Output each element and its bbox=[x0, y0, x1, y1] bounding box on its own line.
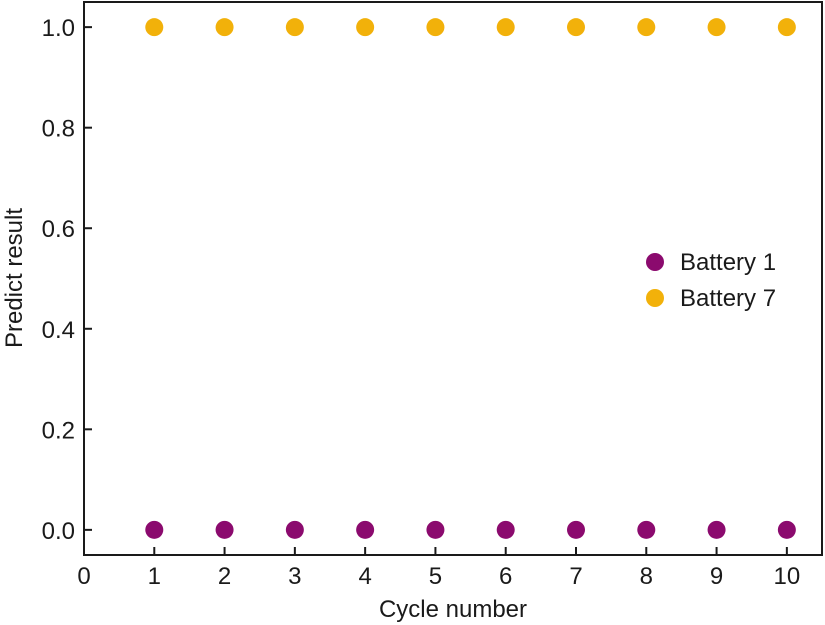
x-tick-label: 9 bbox=[710, 563, 723, 590]
data-point-battery-7 bbox=[426, 18, 445, 37]
data-point-battery-7 bbox=[567, 18, 585, 37]
x-axis: 0 1 2 3 4 5 6 7 8 9 10 bbox=[77, 547, 800, 590]
data-point-battery-1 bbox=[637, 520, 656, 539]
y-axis: 0.0 0.2 0.4 0.6 0.8 1.0 bbox=[42, 15, 92, 545]
x-tick-label: 4 bbox=[358, 563, 371, 590]
x-tick-label: 10 bbox=[774, 563, 801, 590]
data-point-battery-1 bbox=[356, 520, 375, 539]
data-point-battery-7 bbox=[496, 18, 515, 37]
legend-marker-battery-7 bbox=[646, 289, 664, 307]
legend-marker-battery-1 bbox=[646, 253, 664, 271]
data-point-battery-7 bbox=[777, 18, 796, 37]
y-axis-title: Predict result bbox=[1, 208, 28, 348]
x-tick-label: 7 bbox=[569, 563, 582, 590]
data-point-battery-7 bbox=[145, 18, 164, 37]
y-tick-label: 0.0 bbox=[42, 518, 75, 545]
data-point-battery-7 bbox=[215, 18, 234, 37]
y-tick-label: 0.2 bbox=[42, 417, 75, 444]
x-tick-label: 6 bbox=[499, 563, 512, 590]
x-axis-title: Cycle number bbox=[379, 596, 527, 623]
x-tick-label: 2 bbox=[218, 563, 231, 590]
legend-label-battery-1: Battery 1 bbox=[680, 249, 776, 276]
data-point-battery-7 bbox=[285, 18, 304, 37]
y-tick-label: 0.8 bbox=[42, 116, 75, 143]
x-tick-label: 5 bbox=[429, 563, 442, 590]
data-point-battery-7 bbox=[707, 18, 726, 37]
data-point-battery-7 bbox=[637, 18, 656, 37]
data-point-battery-1 bbox=[215, 520, 234, 539]
x-tick-label: 8 bbox=[640, 563, 653, 590]
data-point-battery-1 bbox=[707, 520, 726, 539]
legend-label-battery-7: Battery 7 bbox=[680, 285, 776, 312]
x-tick-label: 1 bbox=[148, 563, 161, 590]
x-tick-label: 0 bbox=[77, 563, 90, 590]
y-tick-label: 1.0 bbox=[42, 15, 75, 42]
legend: Battery 1 Battery 7 bbox=[646, 249, 776, 312]
data-point-battery-1 bbox=[777, 520, 796, 539]
y-tick-label: 0.6 bbox=[42, 216, 75, 243]
data-point-battery-7 bbox=[356, 18, 375, 37]
x-tick-label: 3 bbox=[288, 563, 301, 590]
data-point-battery-1 bbox=[426, 520, 445, 539]
plot-frame bbox=[83, 1, 823, 556]
data-point-battery-1 bbox=[496, 520, 515, 539]
data-point-battery-1 bbox=[567, 520, 585, 539]
data-point-battery-1 bbox=[145, 520, 164, 539]
data-points bbox=[145, 18, 796, 539]
y-tick-label: 0.4 bbox=[42, 317, 75, 344]
data-point-battery-1 bbox=[285, 520, 304, 539]
